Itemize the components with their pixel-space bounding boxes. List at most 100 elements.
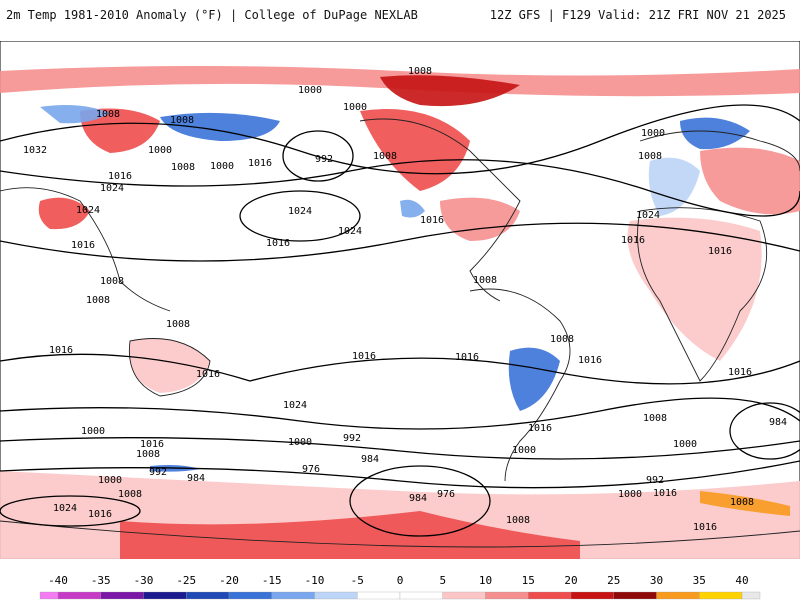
isobar-label: 1000	[641, 128, 665, 139]
isobar-label: 992	[646, 475, 664, 486]
isobar-label: 1016	[728, 367, 752, 378]
isobar-label: 1000	[618, 489, 642, 500]
isobar-label: 1024	[288, 206, 312, 217]
isobar-label: 1000	[298, 85, 322, 96]
isobar-label: 1024	[100, 183, 124, 194]
isobar-low	[282, 130, 354, 182]
isobar-label: 1016	[88, 509, 112, 520]
isobar-label: 976	[302, 464, 320, 475]
australia-warm	[129, 338, 210, 393]
isobar-label: 1000	[288, 437, 312, 448]
siberia-warm	[80, 108, 160, 153]
legend-tick-label: 30	[650, 574, 663, 587]
legend-tick-label: -40	[48, 574, 68, 587]
legend-swatch	[741, 591, 761, 600]
isobar-label: 1024	[76, 205, 100, 216]
canada-warm	[360, 109, 470, 191]
anomaly-map: 1008 1000 1000 1032 1008 1008 1000 992 1…	[0, 41, 800, 559]
legend-swatch	[699, 591, 743, 600]
isobar-label: 1024	[53, 503, 77, 514]
isobar-label: 1032	[23, 145, 47, 156]
africa-warm	[627, 217, 762, 361]
europe-cold	[648, 157, 700, 216]
isobar-label: 1000	[81, 426, 105, 437]
arctic-warm-core	[380, 75, 520, 107]
isobar-label: 992	[343, 433, 361, 444]
legend-swatch	[314, 591, 358, 600]
isobar-line	[0, 104, 800, 175]
south-america-cold	[508, 347, 560, 411]
isobar-line	[0, 437, 800, 460]
isobar-label: 1016	[108, 171, 132, 182]
isobar-label: 1008	[550, 334, 574, 345]
cold-anomaly-layer	[40, 105, 750, 472]
legend-swatch	[143, 591, 187, 600]
europe-coast	[639, 130, 800, 172]
isobar-low	[349, 465, 491, 537]
isobar-label: 1008	[100, 276, 124, 287]
isobar-label: 1008	[730, 497, 754, 508]
isobar-label: 976	[437, 489, 455, 500]
legend-tick-label: 35	[693, 574, 706, 587]
isobar-label: 1008	[171, 162, 195, 173]
map-header: 2m Temp 1981-2010 Anomaly (°F) | College…	[0, 0, 800, 30]
isobar-high	[0, 495, 141, 527]
legend-swatch	[100, 591, 144, 600]
isobar-label: 992	[315, 154, 333, 165]
legend-swatch	[399, 591, 443, 600]
legend-colorbar: -40 -35 -30 -25 -20 -15 -10 -5 0 5 10 15 20 25 30 35 40	[39, 574, 761, 600]
isobar-label: 1008	[473, 275, 497, 286]
isobar-label: 1008	[118, 489, 142, 500]
isobar-label: 1016	[528, 423, 552, 434]
isobar-label: 1016	[578, 355, 602, 366]
isobar-label: 1008	[96, 109, 120, 120]
legend-swatch	[271, 591, 315, 600]
isobar-line	[0, 460, 800, 489]
isobar-label: 1008	[170, 115, 194, 126]
isobar-label: 1024	[636, 210, 660, 221]
isobar-label: 1008	[643, 413, 667, 424]
model-run-info: 12Z GFS | F129 Valid: 21Z FRI NOV 21 202…	[489, 8, 786, 22]
isobar-label: 1016	[49, 345, 73, 356]
legend-swatch	[39, 591, 59, 600]
rockies-cold	[400, 199, 425, 218]
isobar-label: 1016	[266, 238, 290, 249]
legend-swatch	[570, 591, 614, 600]
isobar-label: 1000	[673, 439, 697, 450]
isobars	[0, 104, 800, 537]
map-title: 2m Temp 1981-2010 Anomaly (°F) | College…	[6, 8, 418, 22]
legend-swatch	[613, 591, 657, 600]
legend-tick-label: 5	[439, 574, 446, 587]
isobar-label: 1016	[140, 439, 164, 450]
legend-tick-label: -35	[91, 574, 111, 587]
isobar-label: 1008	[136, 449, 160, 460]
isobar-label: 1016	[71, 240, 95, 251]
isobar-label: 1008	[166, 319, 190, 330]
isobar-label: 1016	[248, 158, 272, 169]
legend-swatch	[656, 591, 700, 600]
isobar-label: 1008	[506, 515, 530, 526]
isobar-high	[239, 190, 361, 242]
isobar-label: 1000	[512, 445, 536, 456]
legend-ticks: -40 -35 -30 -25 -20 -15 -10 -5 0 5 10 15 20 25 30 35 40	[48, 574, 749, 587]
legend-tick-label: 40	[735, 574, 748, 587]
isobar-label: 1016	[196, 369, 220, 380]
legend-swatch	[57, 591, 101, 600]
isobar-label: 984	[187, 473, 205, 484]
isobar-label: 1000	[148, 145, 172, 156]
isobar-line	[0, 397, 800, 430]
isobar-labels: 1008 1000 1000 1032 1008 1008 1000 992 1…	[23, 66, 787, 533]
legend-tick-label: 25	[607, 574, 620, 587]
legend-tick-label: -5	[351, 574, 364, 587]
isobar-label: 1016	[420, 215, 444, 226]
isobar-label: 1016	[352, 351, 376, 362]
legend-tick-label: 0	[397, 574, 404, 587]
isobar-label: 1016	[693, 522, 717, 533]
legend-tick-label: 15	[522, 574, 535, 587]
legend-swatch	[186, 591, 230, 600]
legend-swatch	[528, 591, 572, 600]
asia-coast	[0, 187, 171, 312]
isobar-label: 1016	[653, 488, 677, 499]
legend-tick-label: -25	[176, 574, 196, 587]
isobar-label: 1000	[98, 475, 122, 486]
